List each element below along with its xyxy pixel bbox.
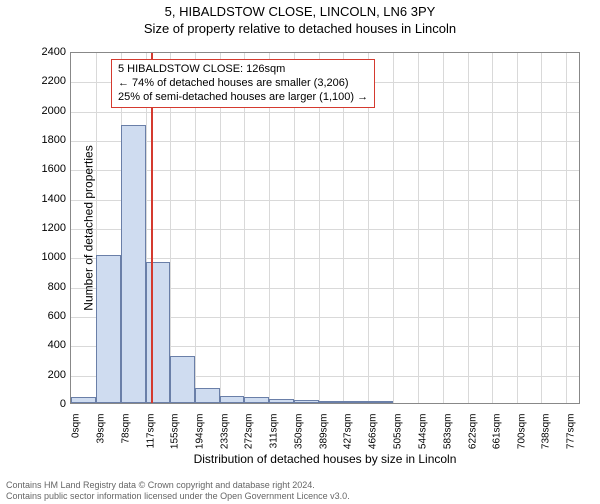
xtick-label: 311sqm <box>269 414 280 464</box>
histogram-bar <box>343 401 368 403</box>
grid-line-v <box>517 53 518 403</box>
histogram-bar <box>146 262 170 403</box>
histogram-bar <box>96 255 121 403</box>
ytick-label: 2400 <box>26 46 66 58</box>
xtick-label: 427sqm <box>343 414 354 464</box>
xtick-label: 233sqm <box>219 414 230 464</box>
footer-line1: Contains HM Land Registry data © Crown c… <box>6 480 350 491</box>
histogram-bar <box>220 396 245 403</box>
histogram-bar <box>294 400 319 403</box>
ytick-label: 2000 <box>26 105 66 117</box>
grid-line-h <box>71 200 579 201</box>
footer-attribution: Contains HM Land Registry data © Crown c… <box>6 480 350 502</box>
annotation-line2: ← 74% of detached houses are smaller (3,… <box>118 77 368 91</box>
xtick-label: 505sqm <box>392 414 403 464</box>
annotation-line3: 25% of semi-detached houses are larger (… <box>118 91 368 105</box>
ytick-label: 1800 <box>26 134 66 146</box>
ytick-label: 1400 <box>26 193 66 205</box>
histogram-bar <box>269 399 294 403</box>
ytick-label: 2200 <box>26 75 66 87</box>
xtick-label: 0sqm <box>71 414 82 464</box>
ytick-label: 200 <box>26 369 66 381</box>
xtick-label: 700sqm <box>517 414 528 464</box>
y-axis-label: Number of detached properties <box>82 145 96 310</box>
xtick-label: 544sqm <box>417 414 428 464</box>
histogram-bar <box>195 388 220 403</box>
histogram-bar <box>319 401 343 403</box>
ytick-label: 600 <box>26 310 66 322</box>
ytick-label: 1600 <box>26 163 66 175</box>
xtick-label: 350sqm <box>294 414 305 464</box>
xtick-label: 272sqm <box>244 414 255 464</box>
xtick-label: 466sqm <box>368 414 379 464</box>
annotation-box: 5 HIBALDSTOW CLOSE: 126sqm ← 74% of deta… <box>111 59 375 108</box>
page-title-line1: 5, HIBALDSTOW CLOSE, LINCOLN, LN6 3PY <box>0 4 600 21</box>
xtick-label: 622sqm <box>467 414 478 464</box>
histogram-plot: 5 HIBALDSTOW CLOSE: 126sqm ← 74% of deta… <box>70 52 580 404</box>
xtick-label: 738sqm <box>541 414 552 464</box>
grid-line-h <box>71 229 579 230</box>
annotation-line1: 5 HIBALDSTOW CLOSE: 126sqm <box>118 63 368 77</box>
ytick-label: 800 <box>26 281 66 293</box>
xtick-label: 78sqm <box>120 414 131 464</box>
grid-line-h <box>71 112 579 113</box>
xtick-label: 117sqm <box>145 414 156 464</box>
xtick-label: 661sqm <box>492 414 503 464</box>
grid-line-h <box>71 141 579 142</box>
xtick-label: 194sqm <box>194 414 205 464</box>
grid-line-h <box>71 170 579 171</box>
xtick-label: 39sqm <box>95 414 106 464</box>
ytick-label: 0 <box>26 398 66 410</box>
histogram-bar <box>121 125 146 403</box>
xtick-label: 583sqm <box>442 414 453 464</box>
histogram-bar <box>71 397 96 403</box>
grid-line-v <box>541 53 542 403</box>
grid-line-v <box>443 53 444 403</box>
grid-line-v <box>418 53 419 403</box>
histogram-bar <box>368 401 393 403</box>
xtick-label: 389sqm <box>318 414 329 464</box>
xtick-label: 777sqm <box>566 414 577 464</box>
grid-line-v <box>492 53 493 403</box>
ytick-label: 400 <box>26 339 66 351</box>
histogram-bar <box>170 356 195 403</box>
ytick-label: 1200 <box>26 222 66 234</box>
xtick-label: 155sqm <box>169 414 180 464</box>
footer-line2: Contains public sector information licen… <box>6 491 350 502</box>
grid-line-h <box>71 258 579 259</box>
grid-line-v <box>393 53 394 403</box>
page-title-line2: Size of property relative to detached ho… <box>0 21 600 38</box>
histogram-bar <box>244 397 269 403</box>
ytick-label: 1000 <box>26 251 66 263</box>
grid-line-v <box>468 53 469 403</box>
grid-line-v <box>566 53 567 403</box>
